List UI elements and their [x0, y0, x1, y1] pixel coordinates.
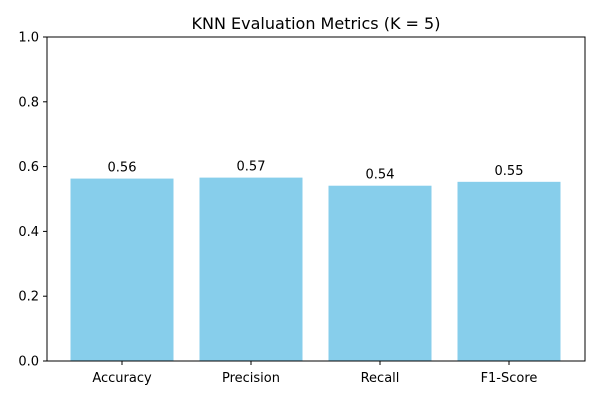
bar-precision	[199, 177, 303, 361]
y-tick-label: 0.0	[18, 355, 39, 370]
bars-group	[70, 177, 561, 361]
x-tick-label: Precision	[222, 371, 280, 386]
data-label: 0.57	[237, 160, 266, 175]
y-tick-label: 0.6	[18, 160, 39, 175]
y-tick-label: 0.8	[18, 95, 39, 110]
y-axis: 0.0 0.2 0.4 0.6 0.8 1.0	[18, 31, 47, 370]
data-labels-group: 0.56 0.57 0.54 0.55	[108, 160, 524, 183]
bar-recall	[328, 185, 432, 361]
data-label: 0.55	[495, 164, 524, 179]
y-tick-label: 0.2	[18, 290, 39, 305]
data-label: 0.56	[108, 161, 137, 176]
y-tick-label: 0.4	[18, 225, 39, 240]
x-tick-label: Accuracy	[92, 371, 152, 386]
x-tick-label: Recall	[361, 371, 400, 386]
x-tick-label: F1-Score	[481, 371, 538, 386]
x-axis: Accuracy Precision Recall F1-Score	[92, 361, 537, 386]
data-label: 0.54	[366, 168, 395, 183]
bar-accuracy	[70, 178, 174, 361]
chart-title: KNN Evaluation Metrics (K = 5)	[192, 14, 441, 33]
bar-f1-score	[457, 181, 561, 361]
plot-frame	[46, 36, 586, 362]
y-tick-label: 1.0	[18, 31, 39, 46]
